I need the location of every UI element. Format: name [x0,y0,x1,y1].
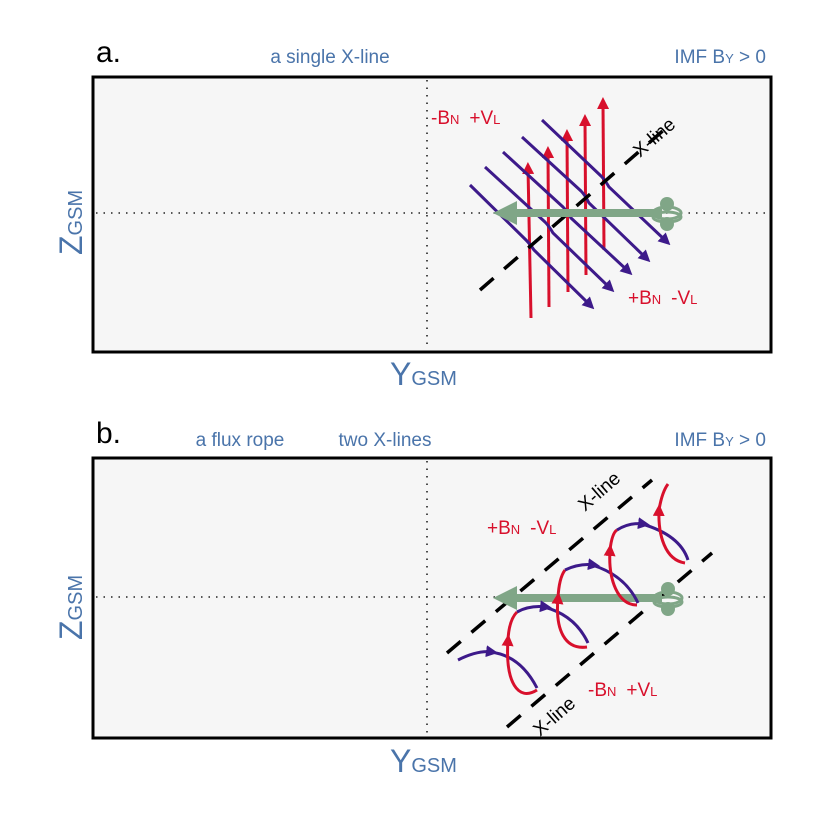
panel-a-lower-label: +BN -VL [628,288,697,309]
purple-segment [543,605,590,644]
panel-b-title-flux-rope: a flux rope [196,430,285,451]
panel-b-ylabel: YGSM [390,743,457,779]
panel-a-letter: a. [96,36,121,69]
panel-a-imf: IMF BY > 0 [674,47,766,68]
purple-segment [641,522,690,561]
x-line-upper [445,478,654,655]
purple-arrow [516,600,552,614]
purple-arrow [564,558,600,572]
x-line [478,120,675,292]
panel-a-ylabel: YGSM [390,356,457,392]
red-arrow [652,504,686,565]
purple-arrow [457,645,498,662]
panel-b-title-two-xlines: two X-lines [339,430,432,451]
red-segment [657,483,670,511]
purple-arrow [520,135,651,263]
panel-a: a. a single X-line IMF BY > 0 ZGSM YGSM … [53,36,773,392]
red-arrow [501,634,538,695]
panel-a-title: a single X-line [270,47,389,68]
panel-a-upper-label: -BN +VL [431,108,500,129]
x-line-lower [505,551,714,729]
purple-segment [591,563,640,604]
purple-segment [489,650,539,689]
panel-b-upper-label: +BN -VL [487,518,556,539]
red-arrow [542,146,555,308]
panel-b-imf: IMF BY > 0 [674,430,766,451]
purple-arrow [616,517,650,532]
panel-b-lower-label: -BN +VL [588,680,657,701]
panel-b-zlabel: ZGSM [53,575,89,640]
panel-a-zlabel: ZGSM [53,190,89,255]
purple-arrow [483,165,615,293]
red-arrow [603,544,638,607]
panel-b-letter: b. [96,417,121,450]
red-segment [556,569,567,599]
red-segment [506,610,519,641]
panel-b: b. a flux rope two X-lines IMF BY > 0 ZG… [53,417,773,779]
red-arrow [551,592,588,649]
red-segment [608,528,618,551]
flux-rope-helix [457,483,690,695]
